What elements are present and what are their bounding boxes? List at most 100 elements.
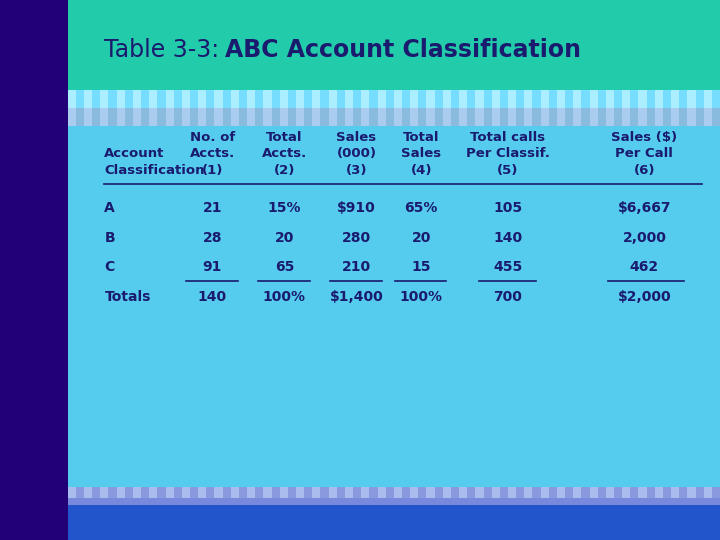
FancyBboxPatch shape bbox=[117, 487, 125, 498]
FancyBboxPatch shape bbox=[377, 90, 386, 108]
Text: 20: 20 bbox=[275, 231, 294, 245]
FancyBboxPatch shape bbox=[435, 487, 443, 498]
Text: 210: 210 bbox=[342, 260, 371, 274]
FancyBboxPatch shape bbox=[622, 487, 630, 498]
Text: 65: 65 bbox=[275, 260, 294, 274]
FancyBboxPatch shape bbox=[703, 90, 712, 108]
Text: (3): (3) bbox=[346, 164, 367, 177]
FancyBboxPatch shape bbox=[549, 108, 557, 126]
FancyBboxPatch shape bbox=[369, 487, 377, 498]
FancyBboxPatch shape bbox=[475, 487, 484, 498]
FancyBboxPatch shape bbox=[345, 487, 353, 498]
FancyBboxPatch shape bbox=[279, 487, 288, 498]
FancyBboxPatch shape bbox=[190, 487, 198, 498]
FancyBboxPatch shape bbox=[182, 108, 190, 126]
FancyBboxPatch shape bbox=[426, 487, 435, 498]
FancyBboxPatch shape bbox=[606, 90, 614, 108]
FancyBboxPatch shape bbox=[663, 487, 671, 498]
Text: 28: 28 bbox=[202, 231, 222, 245]
FancyBboxPatch shape bbox=[304, 487, 312, 498]
FancyBboxPatch shape bbox=[394, 487, 402, 498]
Text: Per Call: Per Call bbox=[616, 147, 673, 160]
FancyBboxPatch shape bbox=[386, 487, 394, 498]
FancyBboxPatch shape bbox=[328, 90, 337, 108]
FancyBboxPatch shape bbox=[76, 90, 84, 108]
FancyBboxPatch shape bbox=[696, 108, 703, 126]
FancyBboxPatch shape bbox=[230, 90, 239, 108]
FancyBboxPatch shape bbox=[264, 487, 271, 498]
FancyBboxPatch shape bbox=[369, 90, 377, 108]
Text: 140: 140 bbox=[493, 231, 522, 245]
FancyBboxPatch shape bbox=[182, 90, 190, 108]
FancyBboxPatch shape bbox=[207, 108, 215, 126]
FancyBboxPatch shape bbox=[100, 108, 109, 126]
FancyBboxPatch shape bbox=[696, 487, 703, 498]
FancyBboxPatch shape bbox=[459, 487, 467, 498]
FancyBboxPatch shape bbox=[158, 487, 166, 498]
FancyBboxPatch shape bbox=[174, 108, 182, 126]
FancyBboxPatch shape bbox=[712, 90, 720, 108]
FancyBboxPatch shape bbox=[573, 90, 581, 108]
FancyBboxPatch shape bbox=[541, 90, 549, 108]
FancyBboxPatch shape bbox=[500, 90, 508, 108]
FancyBboxPatch shape bbox=[320, 487, 328, 498]
Text: $910: $910 bbox=[337, 201, 376, 215]
FancyBboxPatch shape bbox=[386, 90, 394, 108]
Text: $1,400: $1,400 bbox=[330, 290, 383, 304]
FancyBboxPatch shape bbox=[688, 90, 696, 108]
FancyBboxPatch shape bbox=[125, 108, 133, 126]
Text: 105: 105 bbox=[493, 201, 522, 215]
FancyBboxPatch shape bbox=[459, 90, 467, 108]
FancyBboxPatch shape bbox=[296, 487, 304, 498]
FancyBboxPatch shape bbox=[166, 90, 174, 108]
FancyBboxPatch shape bbox=[679, 108, 688, 126]
FancyBboxPatch shape bbox=[304, 108, 312, 126]
FancyBboxPatch shape bbox=[541, 108, 549, 126]
FancyBboxPatch shape bbox=[353, 90, 361, 108]
FancyBboxPatch shape bbox=[247, 487, 255, 498]
FancyBboxPatch shape bbox=[435, 108, 443, 126]
FancyBboxPatch shape bbox=[590, 90, 598, 108]
Text: 100%: 100% bbox=[400, 290, 443, 304]
Text: 15%: 15% bbox=[268, 201, 301, 215]
Text: $2,000: $2,000 bbox=[618, 290, 671, 304]
Text: Table 3-3:: Table 3-3: bbox=[104, 38, 227, 62]
FancyBboxPatch shape bbox=[549, 487, 557, 498]
FancyBboxPatch shape bbox=[264, 90, 271, 108]
FancyBboxPatch shape bbox=[182, 487, 190, 498]
FancyBboxPatch shape bbox=[296, 90, 304, 108]
FancyBboxPatch shape bbox=[467, 108, 475, 126]
FancyBboxPatch shape bbox=[402, 108, 410, 126]
Text: Total: Total bbox=[266, 131, 302, 144]
Text: Account: Account bbox=[104, 147, 165, 160]
Text: Sales ($): Sales ($) bbox=[611, 131, 678, 144]
FancyBboxPatch shape bbox=[663, 108, 671, 126]
FancyBboxPatch shape bbox=[622, 108, 630, 126]
FancyBboxPatch shape bbox=[255, 90, 264, 108]
FancyBboxPatch shape bbox=[630, 90, 639, 108]
FancyBboxPatch shape bbox=[296, 108, 304, 126]
FancyBboxPatch shape bbox=[426, 90, 435, 108]
FancyBboxPatch shape bbox=[68, 126, 720, 487]
FancyBboxPatch shape bbox=[451, 487, 459, 498]
FancyBboxPatch shape bbox=[524, 487, 533, 498]
FancyBboxPatch shape bbox=[614, 90, 622, 108]
FancyBboxPatch shape bbox=[394, 90, 402, 108]
Text: A: A bbox=[104, 201, 115, 215]
FancyBboxPatch shape bbox=[166, 108, 174, 126]
FancyBboxPatch shape bbox=[320, 90, 328, 108]
FancyBboxPatch shape bbox=[76, 487, 84, 498]
FancyBboxPatch shape bbox=[671, 487, 679, 498]
FancyBboxPatch shape bbox=[484, 487, 492, 498]
Text: (2): (2) bbox=[274, 164, 295, 177]
FancyBboxPatch shape bbox=[68, 487, 76, 498]
FancyBboxPatch shape bbox=[230, 108, 239, 126]
FancyBboxPatch shape bbox=[337, 108, 345, 126]
FancyBboxPatch shape bbox=[337, 90, 345, 108]
FancyBboxPatch shape bbox=[459, 108, 467, 126]
Text: 2,000: 2,000 bbox=[623, 231, 666, 245]
FancyBboxPatch shape bbox=[239, 90, 247, 108]
FancyBboxPatch shape bbox=[92, 108, 100, 126]
FancyBboxPatch shape bbox=[304, 90, 312, 108]
Text: 280: 280 bbox=[342, 231, 371, 245]
